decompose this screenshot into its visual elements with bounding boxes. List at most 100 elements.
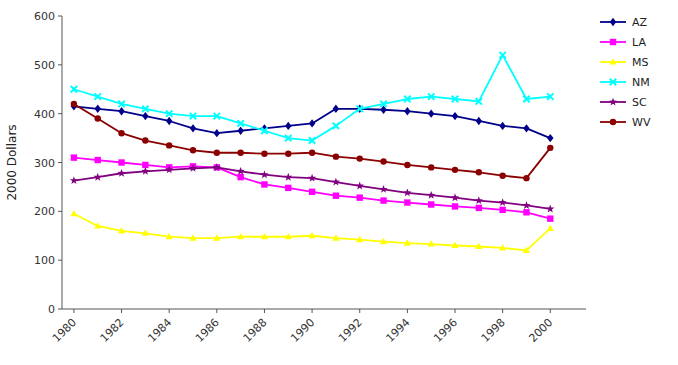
point-marker	[332, 234, 339, 240]
point-marker	[70, 210, 77, 216]
point-marker	[523, 124, 529, 132]
point-marker	[404, 162, 410, 168]
point-marker	[284, 173, 292, 181]
point-marker	[309, 137, 315, 143]
legend-item: MS	[600, 56, 648, 69]
point-marker	[166, 117, 172, 125]
series-line	[74, 55, 550, 140]
point-marker	[95, 105, 101, 113]
point-marker	[118, 159, 124, 165]
point-marker	[404, 96, 410, 102]
point-marker	[142, 112, 148, 120]
point-marker	[380, 197, 386, 203]
series	[71, 154, 554, 221]
point-marker	[237, 233, 244, 239]
point-marker	[522, 201, 530, 209]
point-marker	[357, 106, 363, 112]
point-marker	[190, 113, 196, 119]
point-marker	[166, 142, 172, 148]
point-marker	[523, 209, 529, 215]
x-tick-label: 1996	[431, 316, 460, 345]
point-marker	[118, 227, 125, 233]
point-marker	[476, 169, 482, 175]
point-marker	[309, 150, 315, 156]
axes: 1980198219841986198819901992199419961998…	[34, 10, 586, 345]
legend-marker	[610, 79, 616, 85]
point-marker	[380, 238, 387, 244]
point-marker	[451, 193, 459, 201]
y-tick-label: 0	[48, 303, 55, 316]
x-tick-label: 1986	[193, 316, 222, 345]
point-marker	[452, 203, 458, 209]
point-marker	[71, 154, 77, 160]
point-marker	[261, 233, 268, 239]
point-marker	[214, 129, 220, 137]
plot-area	[70, 52, 555, 253]
legend-label: AZ	[632, 16, 648, 29]
series	[71, 101, 554, 182]
point-marker	[189, 164, 197, 172]
chart: 1980198219841986198819901992199419961998…	[0, 0, 678, 365]
y-tick-label: 400	[34, 108, 55, 121]
point-marker	[523, 247, 530, 253]
x-tick	[169, 309, 170, 313]
legend-marker	[610, 119, 616, 125]
y-tick-label: 500	[34, 59, 55, 72]
legend-item: AZ	[600, 16, 648, 29]
x-tick-label: 2000	[526, 316, 555, 345]
point-marker	[380, 101, 386, 107]
point-marker	[95, 157, 101, 163]
point-marker	[523, 96, 529, 102]
point-marker	[357, 155, 363, 161]
point-marker	[190, 124, 196, 132]
point-marker	[356, 182, 364, 190]
point-marker	[117, 169, 125, 177]
point-marker	[166, 110, 172, 116]
x-tick-label: 1992	[336, 316, 365, 345]
series-line	[74, 167, 550, 209]
point-marker	[142, 137, 148, 143]
point-marker	[475, 243, 482, 249]
y-tick	[58, 64, 62, 65]
point-marker	[95, 93, 101, 99]
y-tick-label: 600	[34, 10, 55, 23]
point-marker	[499, 244, 506, 250]
point-marker	[403, 188, 411, 196]
point-marker	[142, 106, 148, 112]
point-marker	[260, 170, 268, 178]
x-tick	[312, 309, 313, 313]
point-marker	[333, 153, 339, 159]
y-tick	[58, 260, 62, 261]
point-marker	[118, 101, 124, 107]
x-tick	[216, 309, 217, 313]
point-marker	[451, 242, 458, 248]
point-marker	[261, 181, 267, 187]
y-tick-label: 300	[34, 157, 55, 170]
point-marker	[213, 163, 221, 171]
x-tick-label: 1988	[241, 316, 270, 345]
point-marker	[428, 240, 435, 246]
point-marker	[94, 173, 102, 181]
series	[70, 210, 553, 253]
point-marker	[476, 117, 482, 125]
point-marker	[285, 185, 291, 191]
point-marker	[380, 158, 386, 164]
y-tick-label: 100	[34, 254, 55, 267]
point-marker	[499, 52, 505, 58]
point-marker	[333, 193, 339, 199]
legend: AZLAMSNMSCWV	[600, 16, 651, 129]
point-marker	[214, 113, 220, 119]
point-marker	[71, 101, 77, 107]
point-marker	[546, 205, 554, 213]
point-marker	[70, 176, 78, 184]
point-marker	[547, 93, 553, 99]
x-tick-label: 1980	[50, 316, 79, 345]
series	[71, 52, 554, 144]
point-marker	[165, 166, 173, 174]
legend-label: MS	[632, 56, 648, 69]
x-tick	[455, 309, 456, 313]
point-marker	[332, 178, 340, 186]
point-marker	[404, 107, 410, 115]
point-marker	[404, 239, 411, 245]
point-marker	[452, 96, 458, 102]
